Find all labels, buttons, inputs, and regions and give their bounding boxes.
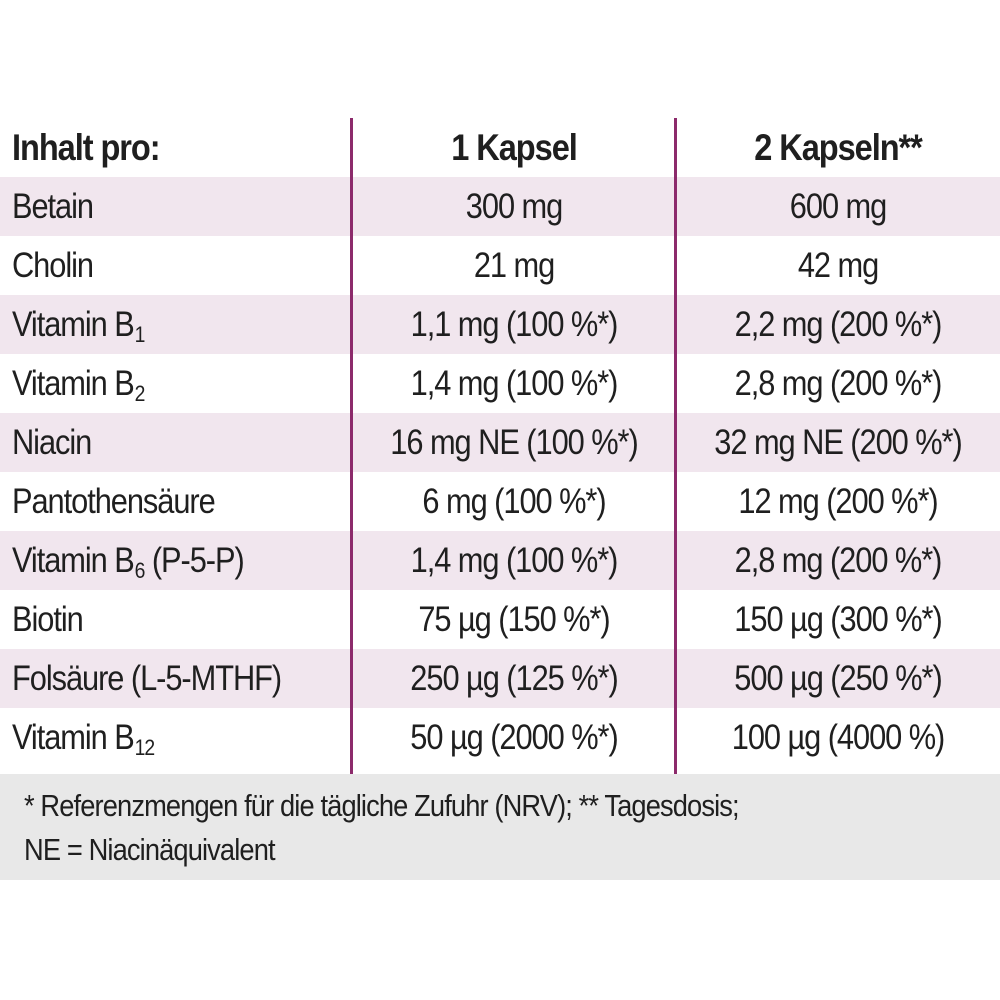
nutrition-table: Inhalt pro: 1 Kapsel 2 Kapseln** Betain … bbox=[0, 118, 1000, 774]
nutrient-label: Niacin bbox=[12, 422, 92, 462]
value-1-kapsel: 16 mg NE (100 %*) bbox=[390, 422, 638, 462]
header-label: Inhalt pro: bbox=[12, 126, 161, 168]
nutrient-label: Vitamin B bbox=[12, 363, 135, 403]
nutrient-label: Folsäure (L-5-MTHF) bbox=[12, 658, 282, 698]
value-2-kapseln: 2,8 mg (200 %*) bbox=[734, 540, 943, 580]
value-2-kapseln: 12 mg (200 %*) bbox=[738, 481, 938, 521]
value-1-kapsel: 250 µg (125 %*) bbox=[410, 658, 618, 698]
value-2-kapseln: 150 µg (300 %*) bbox=[734, 599, 942, 639]
nutrient-subscript: 1 bbox=[134, 321, 146, 347]
nutrient-label: Vitamin B bbox=[12, 540, 135, 580]
value-2-kapseln: 500 µg (250 %*) bbox=[734, 658, 942, 698]
footnote-line-1: * Referenzmengen für die tägliche Zufuhr… bbox=[24, 788, 740, 823]
table-row: Folsäure (L-5-MTHF) 250 µg (125 %*) 500 … bbox=[0, 649, 1000, 708]
value-2-kapseln: 2,8 mg (200 %*) bbox=[734, 363, 943, 403]
value-2-kapseln: 100 µg (4000 %) bbox=[731, 717, 946, 757]
nutrient-name: Biotin bbox=[12, 590, 346, 649]
value-2-kapseln: 2,2 mg (200 %*) bbox=[734, 304, 943, 344]
footnote-line-2: NE = Niacinäquivalent bbox=[24, 832, 276, 867]
value-1-kapsel: 50 µg (2000 %*) bbox=[410, 717, 618, 757]
table-row: Pantothensäure 6 mg (100 %*) 12 mg (200 … bbox=[0, 472, 1000, 531]
nutrient-label: Cholin bbox=[12, 245, 94, 285]
footnote-box: * Referenzmengen für die tägliche Zufuhr… bbox=[0, 774, 1000, 880]
column-divider-right bbox=[674, 118, 677, 774]
nutrient-suffix: (P-5-P) bbox=[144, 540, 245, 580]
nutrient-label: Vitamin B bbox=[12, 717, 135, 757]
nutrient-name: Folsäure (L-5-MTHF) bbox=[12, 649, 346, 708]
nutrient-name: Vitamin B 12 bbox=[12, 708, 346, 767]
header-col-2-kapseln: 2 Kapseln** bbox=[754, 126, 923, 168]
nutrient-subscript: 2 bbox=[134, 380, 146, 406]
table-row: Betain 300 mg 600 mg bbox=[0, 177, 1000, 236]
value-1-kapsel: 1,1 mg (100 %*) bbox=[410, 304, 619, 344]
nutrient-label: Biotin bbox=[12, 599, 84, 639]
value-2-kapseln: 42 mg bbox=[797, 245, 879, 285]
nutrient-subscript: 12 bbox=[134, 734, 155, 760]
table-header-row: Inhalt pro: 1 Kapsel 2 Kapseln** bbox=[0, 118, 1000, 177]
table-row: Cholin 21 mg 42 mg bbox=[0, 236, 1000, 295]
nutrient-name: Pantothensäure bbox=[12, 472, 346, 531]
table-row: Biotin 75 µg (150 %*) 150 µg (300 %*) bbox=[0, 590, 1000, 649]
column-divider-left bbox=[350, 118, 353, 774]
value-1-kapsel: 6 mg (100 %*) bbox=[422, 481, 606, 521]
nutrient-name: Niacin bbox=[12, 413, 346, 472]
nutrient-label: Vitamin B bbox=[12, 304, 135, 344]
table-row: Niacin 16 mg NE (100 %*) 32 mg NE (200 %… bbox=[0, 413, 1000, 472]
value-1-kapsel: 1,4 mg (100 %*) bbox=[410, 540, 619, 580]
header-col-1-kapsel: 1 Kapsel bbox=[451, 126, 578, 168]
value-1-kapsel: 75 µg (150 %*) bbox=[418, 599, 610, 639]
value-1-kapsel: 300 mg bbox=[465, 186, 563, 226]
nutrient-name: Betain bbox=[12, 177, 346, 236]
value-2-kapseln: 32 mg NE (200 %*) bbox=[714, 422, 962, 462]
nutrient-name: Cholin bbox=[12, 236, 346, 295]
nutrient-label: Betain bbox=[12, 186, 94, 226]
value-1-kapsel: 21 mg bbox=[473, 245, 555, 285]
nutrient-label: Pantothensäure bbox=[12, 481, 216, 521]
nutrient-subscript: 6 bbox=[134, 557, 146, 583]
value-1-kapsel: 1,4 mg (100 %*) bbox=[410, 363, 619, 403]
table-row: Vitamin B 12 50 µg (2000 %*) 100 µg (4000… bbox=[0, 708, 1000, 767]
value-2-kapseln: 600 mg bbox=[789, 186, 887, 226]
